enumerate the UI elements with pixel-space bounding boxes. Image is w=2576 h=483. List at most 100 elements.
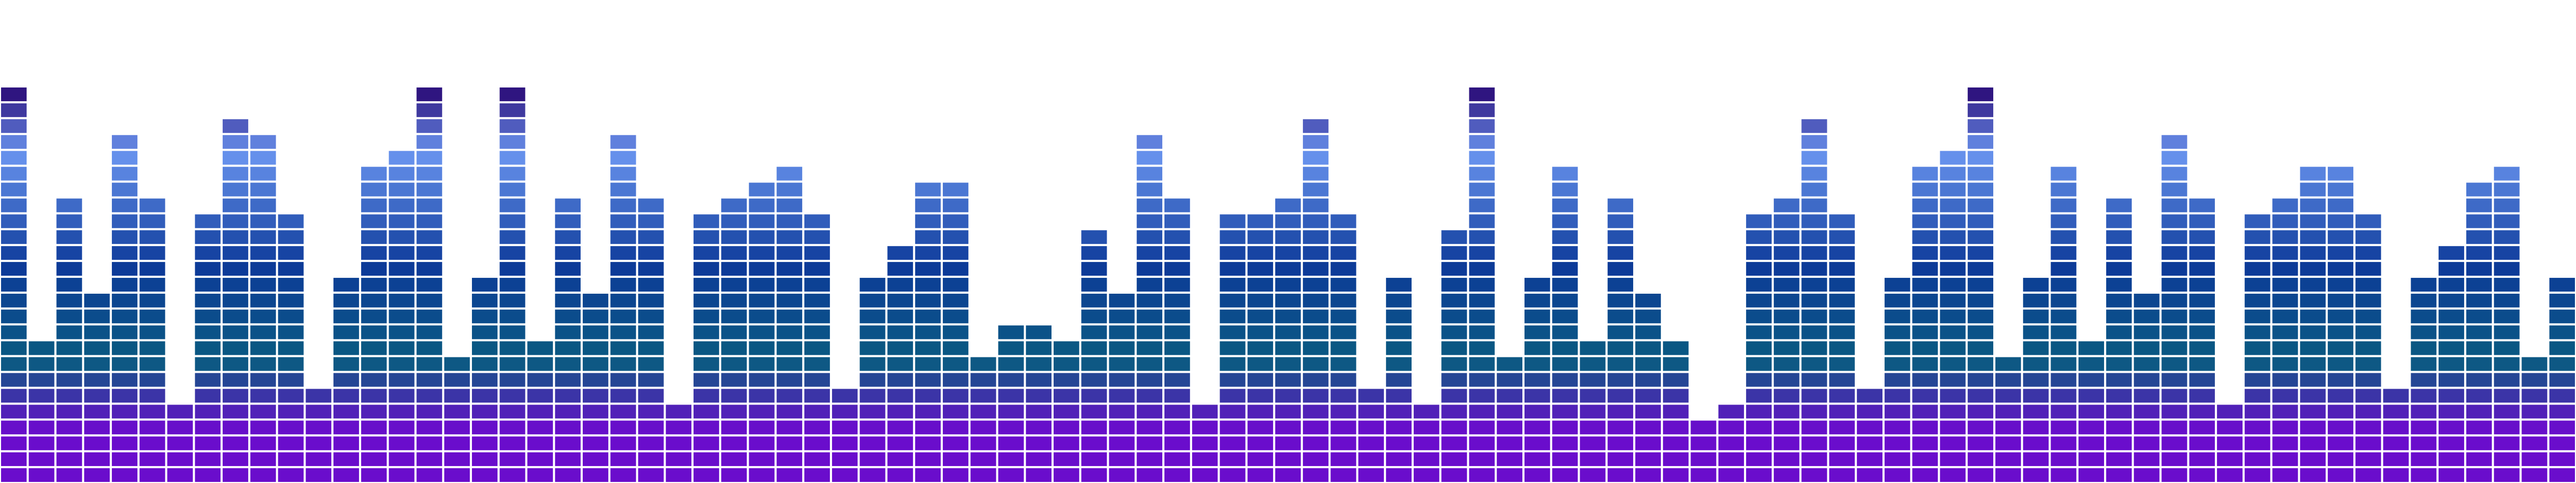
equalizer-segment: [111, 468, 138, 482]
equalizer-segment: [749, 468, 775, 482]
equalizer-segment: [2300, 389, 2326, 403]
equalizer-segment: [1635, 325, 1661, 339]
equalizer-segment: [693, 246, 720, 260]
equalizer-segment: [222, 278, 249, 292]
equalizer-segment: [1885, 278, 1911, 292]
equalizer-segment: [139, 325, 165, 339]
equalizer-segment: [278, 468, 304, 482]
equalizer-segment: [1303, 357, 1329, 371]
equalizer-segment: [1746, 420, 1772, 435]
equalizer-segment: [1856, 389, 1883, 403]
equalizer-segment: [1109, 373, 1135, 387]
equalizer-segment: [1829, 309, 1855, 323]
equalizer-segment: [444, 420, 470, 435]
equalizer-segment: [610, 468, 636, 482]
equalizer-segment: [2216, 452, 2243, 467]
equalizer-segment: [1801, 119, 1827, 133]
equalizer-segment: [111, 214, 138, 229]
equalizer-segment: [195, 325, 221, 339]
equalizer-segment: [2411, 373, 2437, 387]
equalizer-segment: [915, 325, 941, 339]
equalizer-segment: [2411, 357, 2437, 371]
equalizer-segment: [195, 293, 221, 308]
equalizer-segment: [1441, 278, 1467, 292]
equalizer-segment: [749, 357, 775, 371]
equalizer-segment: [416, 405, 442, 419]
equalizer-segment: [139, 214, 165, 229]
equalizer-column: [1441, 230, 1467, 482]
equalizer-segment: [1524, 309, 1550, 323]
equalizer-segment: [1469, 182, 1495, 197]
equalizer-segment: [970, 452, 996, 467]
equalizer-segment: [1358, 468, 1384, 482]
equalizer-segment: [2411, 309, 2437, 323]
equalizer-segment: [2134, 357, 2160, 371]
equalizer-segment: [749, 246, 775, 260]
equalizer-segment: [1026, 452, 1052, 467]
equalizer-segment: [222, 214, 249, 229]
equalizer-segment: [1164, 325, 1190, 339]
equalizer-column: [887, 246, 913, 482]
equalizer-segment: [2466, 341, 2492, 355]
equalizer-segment: [1, 420, 27, 435]
equalizer-segment: [167, 436, 193, 451]
equalizer-segment: [2300, 357, 2326, 371]
equalizer-segment: [2272, 278, 2298, 292]
equalizer-segment: [527, 389, 553, 403]
equalizer-segment: [1580, 389, 1606, 403]
equalizer-segment: [610, 452, 636, 467]
equalizer-segment: [2078, 389, 2104, 403]
equalizer-segment: [887, 357, 913, 371]
equalizer-segment: [2161, 293, 2187, 308]
equalizer-segment: [2106, 278, 2132, 292]
equalizer-segment: [2134, 341, 2160, 355]
equalizer-segment: [1912, 436, 1938, 451]
equalizer-segment: [721, 293, 747, 308]
equalizer-segment: [915, 278, 941, 292]
equalizer-segment: [2189, 278, 2215, 292]
equalizer-segment: [1053, 341, 1080, 355]
equalizer-segment: [2051, 405, 2076, 419]
equalizer-segment: [2078, 452, 2104, 467]
equalizer-segment: [749, 405, 775, 419]
equalizer-segment: [2494, 357, 2520, 371]
equalizer-segment: [2383, 468, 2409, 482]
equalizer-segment: [860, 420, 886, 435]
equalizer-segment: [2466, 278, 2492, 292]
equalizer-segment: [887, 325, 913, 339]
equalizer-segment: [2466, 325, 2492, 339]
equalizer-segment: [1496, 389, 1523, 403]
equalizer-segment: [555, 420, 581, 435]
equalizer-segment: [139, 246, 165, 260]
equalizer-segment: [416, 198, 442, 213]
equalizer-segment: [1, 87, 27, 101]
equalizer-segment: [1856, 436, 1883, 451]
equalizer-segment: [139, 278, 165, 292]
equalizer-segment: [1829, 262, 1855, 276]
equalizer-segment: [139, 436, 165, 451]
equalizer-segment: [555, 214, 581, 229]
equalizer-segment: [776, 436, 802, 451]
equalizer-segment: [1912, 325, 1938, 339]
equalizer-segment: [2245, 436, 2271, 451]
equalizer-segment: [887, 436, 913, 451]
equalizer-segment: [1247, 436, 1273, 451]
equalizer-segment: [1912, 373, 1938, 387]
equalizer-segment: [776, 405, 802, 419]
equalizer-segment: [998, 325, 1024, 339]
equalizer-segment: [1247, 420, 1273, 435]
equalizer-column: [2245, 214, 2271, 482]
equalizer-segment: [2106, 341, 2132, 355]
equalizer-segment: [195, 468, 221, 482]
equalizer-column: [2216, 405, 2243, 482]
equalizer-segment: [2327, 420, 2354, 435]
equalizer-segment: [776, 246, 802, 260]
equalizer-segment: [970, 389, 996, 403]
equalizer-segment: [582, 357, 609, 371]
equalizer-segment: [1829, 373, 1855, 387]
equalizer-column: [139, 198, 165, 482]
equalizer-segment: [555, 468, 581, 482]
equalizer-segment: [638, 468, 664, 482]
equalizer-segment: [29, 420, 55, 435]
equalizer-segment: [1524, 405, 1550, 419]
